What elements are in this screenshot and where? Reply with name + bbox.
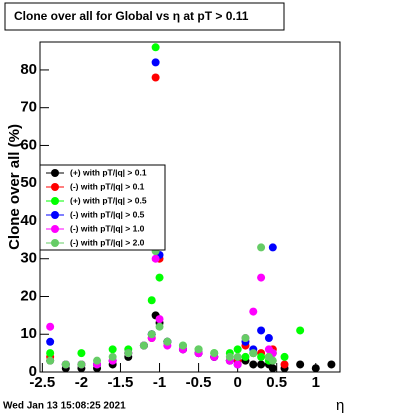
data-point <box>46 349 55 358</box>
data-point <box>257 352 266 361</box>
data-point <box>268 364 277 373</box>
data-point <box>257 243 266 252</box>
timestamp: Wed Jan 13 15:08:25 2021 <box>3 401 126 412</box>
data-point <box>151 43 160 52</box>
data-point <box>268 356 277 365</box>
legend-label: (-) with pT/|q| > 2.0 <box>70 237 145 247</box>
y-tick-label: 60 <box>20 136 37 153</box>
data-point <box>155 273 164 282</box>
data-point <box>268 243 277 252</box>
data-point <box>233 352 242 361</box>
data-point <box>225 352 234 361</box>
data-point <box>155 322 164 331</box>
x-tick-label: 0 <box>233 374 241 391</box>
data-point <box>46 356 55 365</box>
data-point <box>155 315 164 324</box>
x-axis-label: η <box>336 397 344 414</box>
legend-label: (+) with pT/|q| > 0.5 <box>70 195 147 205</box>
data-point <box>311 364 320 373</box>
data-point <box>257 273 266 282</box>
x-tick-label: -1 <box>153 374 166 391</box>
data-point <box>264 334 273 343</box>
data-point <box>139 341 148 350</box>
data-point <box>93 356 102 365</box>
data-point <box>151 73 160 82</box>
data-point <box>163 337 172 346</box>
data-point <box>296 326 305 335</box>
legend-label: (-) with pT/|q| > 1.0 <box>70 223 145 233</box>
legend-marker <box>51 211 59 219</box>
legend-marker <box>51 225 59 233</box>
y-axis-label: Clone over all (%) <box>6 124 23 250</box>
y-tick-label: 0 <box>29 363 37 380</box>
data-point <box>233 345 242 354</box>
y-tick-label: 20 <box>20 287 37 304</box>
data-point <box>241 352 250 361</box>
x-tick-label: -0.5 <box>186 374 212 391</box>
data-point <box>233 360 242 369</box>
legend-label: (+) with pT/|q| > 0.1 <box>70 167 147 177</box>
data-point <box>77 360 86 369</box>
legend-box <box>39 164 166 251</box>
data-point <box>257 360 266 369</box>
data-point <box>46 337 55 346</box>
data-point <box>178 341 187 350</box>
data-point <box>46 322 55 331</box>
legend-marker <box>51 183 59 191</box>
data-point <box>210 349 219 358</box>
data-point <box>194 345 203 354</box>
data-point <box>280 360 289 369</box>
data-point <box>296 360 305 369</box>
data-point <box>151 254 160 263</box>
y-tick-label: 70 <box>20 99 37 116</box>
data-point <box>108 352 117 361</box>
data-point <box>280 352 289 361</box>
y-tick-label: 30 <box>20 250 37 267</box>
legend-label: (-) with pT/|q| > 0.5 <box>70 209 145 219</box>
legend-marker <box>51 239 59 247</box>
legend-label: (-) with pT/|q| > 0.1 <box>70 181 145 191</box>
y-tick-label: 40 <box>20 212 37 229</box>
y-tick-label: 80 <box>20 61 37 78</box>
data-point <box>61 360 70 369</box>
data-point <box>151 58 160 67</box>
title-box <box>4 2 285 31</box>
data-point <box>249 360 258 369</box>
data-point <box>327 360 336 369</box>
legend-marker <box>51 197 59 205</box>
y-tick-label: 10 <box>20 325 37 342</box>
data-point <box>249 349 258 358</box>
y-tick-label: 50 <box>20 174 37 191</box>
data-point <box>147 296 156 305</box>
data-point <box>241 334 250 343</box>
x-tick-label: 0.5 <box>266 374 287 391</box>
data-point <box>147 330 156 339</box>
chart-title: Clone over all for Global vs η at pT > 0… <box>14 9 249 23</box>
data-point <box>124 349 133 358</box>
data-point <box>249 307 258 316</box>
x-tick-label: 1 <box>312 374 320 391</box>
data-point <box>77 349 86 358</box>
x-tick-label: -1.5 <box>108 374 134 391</box>
data-point <box>108 345 117 354</box>
x-tick-label: -2.5 <box>29 374 55 391</box>
data-point <box>257 326 266 335</box>
legend-marker <box>51 169 59 177</box>
x-tick-label: -2 <box>75 374 88 391</box>
